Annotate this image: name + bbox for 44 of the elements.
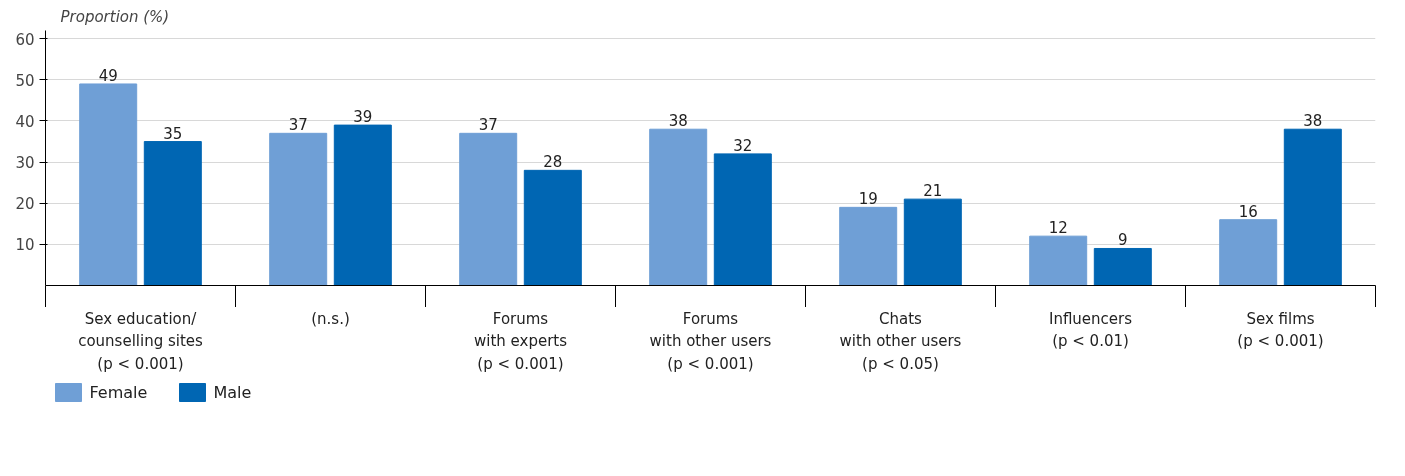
data-label: 39: [353, 108, 373, 127]
y-tick-label: 20: [15, 195, 35, 214]
bar: [523, 169, 582, 286]
bar: [1029, 235, 1088, 286]
x-tick-label: Forums with other users (p < 0.001): [649, 309, 772, 373]
data-label: 38: [668, 112, 688, 131]
data-label: 28: [543, 153, 563, 172]
bar: [839, 206, 898, 286]
bar: [333, 124, 392, 286]
data-label: 21: [923, 182, 943, 201]
bar: [649, 128, 708, 286]
data-label: 49: [98, 66, 118, 85]
legend-label: Male: [213, 383, 252, 402]
data-label: 37: [478, 116, 498, 135]
y-axis-title: Proportion (%): [60, 7, 170, 26]
x-tick-label: Sex education/ counselling sites (p < 0.001): [78, 309, 204, 373]
x-tick-label: (n.s.): [311, 309, 350, 328]
data-label: 19: [858, 190, 878, 209]
y-tick-label: 30: [15, 154, 35, 173]
bar: [269, 132, 328, 286]
bar: [903, 198, 962, 286]
data-label: 12: [1048, 219, 1068, 238]
y-tick-label: 50: [15, 71, 35, 90]
data-label: 16: [1238, 202, 1258, 221]
bar: [713, 153, 772, 286]
x-tick-label: Chats with other users (p < 0.05): [839, 309, 962, 373]
bar: [1283, 128, 1342, 286]
x-tick-label: Sex films (p < 0.001): [1237, 309, 1324, 350]
data-label: 38: [1303, 112, 1323, 131]
data-label: 35: [163, 124, 183, 143]
x-tick-label: Forums with experts (p < 0.001): [473, 309, 568, 373]
data-label: 9: [1118, 231, 1128, 250]
legend-label: Female: [89, 383, 148, 402]
bar: [79, 83, 138, 286]
data-label: 37: [288, 116, 308, 135]
bar: [143, 141, 202, 286]
bar: [1219, 219, 1278, 286]
bar: [1093, 247, 1152, 286]
bar: [459, 132, 518, 286]
y-tick-label: 60: [15, 30, 35, 49]
data-label: 32: [733, 136, 753, 155]
x-tick-label: Influencers (p < 0.01): [1048, 309, 1133, 350]
y-tick-label: 40: [15, 112, 35, 131]
y-tick-label: 10: [15, 236, 35, 255]
